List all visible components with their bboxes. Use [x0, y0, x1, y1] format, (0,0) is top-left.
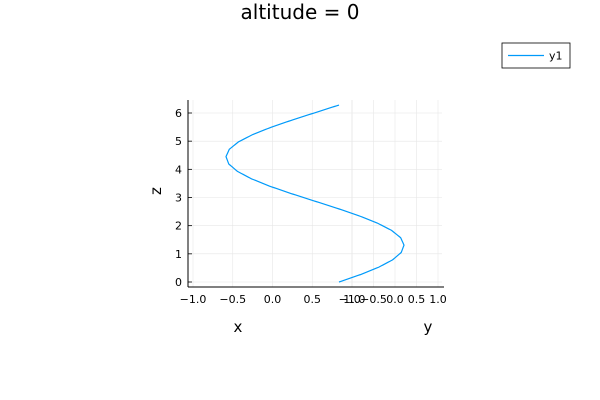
z-tick-1: 1: [175, 248, 182, 261]
legend: y1: [501, 42, 571, 69]
axes: [187, 100, 444, 288]
y-tick-3: 0.5: [408, 293, 426, 306]
series-line-y1: [225, 104, 405, 283]
z-tick-4: 4: [175, 163, 182, 176]
y-tick-4: 1.0: [429, 293, 447, 306]
series-layer: [225, 104, 405, 283]
x-tick-3: 0.5: [304, 293, 322, 306]
z-tick-0: 0: [175, 276, 182, 289]
x-tick-1: −0.5: [219, 293, 246, 306]
z-tick-6: 6: [175, 107, 182, 120]
y-tick-1: −0.5: [360, 293, 387, 306]
z-tick-5: 5: [175, 135, 182, 148]
x-axis-label: x: [234, 318, 243, 336]
grid: [188, 100, 442, 287]
x-tick-2: 0.0: [264, 293, 282, 306]
legend-entry-y1: y1: [549, 50, 563, 63]
z-tick-2: 2: [175, 220, 182, 233]
chart-title: altitude = 0: [241, 0, 360, 24]
x-tick-0: −1.0: [180, 293, 207, 306]
z-axis-label: z: [147, 187, 165, 195]
y-tick-0: −1.0: [339, 293, 366, 306]
x-tick-4: 1.0: [343, 293, 361, 306]
y-axis-label: y: [424, 318, 433, 336]
y-tick-2: 0.0: [386, 293, 404, 306]
z-tick-3: 3: [175, 192, 182, 205]
